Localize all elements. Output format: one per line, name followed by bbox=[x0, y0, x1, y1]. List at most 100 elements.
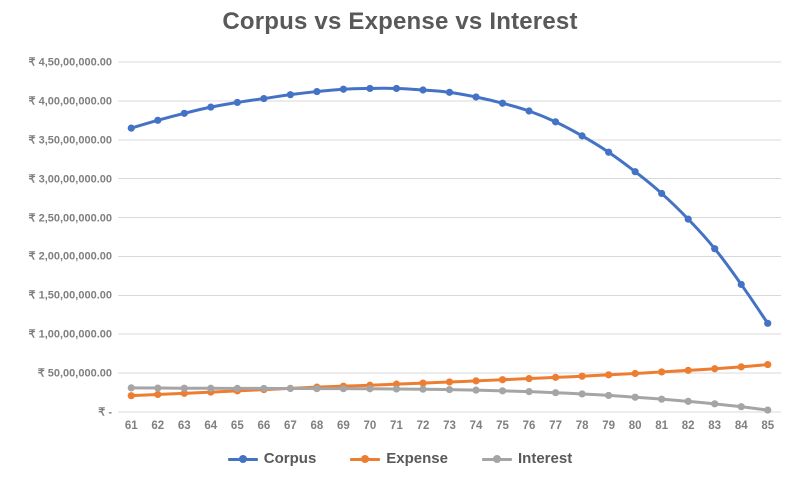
x-axis-tick-label: 69 bbox=[337, 420, 350, 432]
data-point[interactable] bbox=[419, 379, 427, 387]
x-axis-tick-label: 78 bbox=[575, 420, 589, 432]
data-point[interactable] bbox=[127, 392, 135, 400]
gridlines bbox=[118, 61, 781, 413]
data-point[interactable] bbox=[419, 385, 427, 393]
x-axis-tick-label: 79 bbox=[602, 420, 615, 432]
data-point[interactable] bbox=[605, 371, 613, 379]
data-point[interactable] bbox=[498, 376, 507, 384]
data-point[interactable] bbox=[711, 400, 719, 408]
data-point[interactable] bbox=[339, 85, 348, 93]
data-point[interactable] bbox=[472, 386, 480, 394]
x-axis-tick-label: 81 bbox=[655, 420, 669, 432]
data-point[interactable] bbox=[578, 390, 586, 398]
legend-marker-dot bbox=[238, 454, 247, 463]
data-point[interactable] bbox=[445, 378, 454, 386]
data-point[interactable] bbox=[366, 84, 374, 93]
data-point[interactable] bbox=[578, 372, 586, 380]
data-point[interactable] bbox=[658, 368, 666, 376]
data-point[interactable] bbox=[684, 215, 692, 223]
data-point[interactable] bbox=[339, 385, 348, 393]
data-point[interactable] bbox=[498, 99, 507, 107]
data-point[interactable] bbox=[392, 84, 401, 93]
data-point[interactable] bbox=[737, 403, 745, 411]
data-point[interactable] bbox=[207, 103, 215, 111]
data-point[interactable] bbox=[764, 406, 772, 414]
data-point[interactable] bbox=[180, 384, 188, 392]
data-point[interactable] bbox=[260, 94, 268, 103]
y-axis-tick-label: ₹ 3,00,00,000.00 bbox=[28, 173, 112, 186]
legend-label: Corpus bbox=[263, 450, 317, 467]
legend-label: Expense bbox=[386, 450, 448, 467]
data-point[interactable] bbox=[605, 391, 613, 400]
data-point[interactable] bbox=[180, 389, 188, 397]
data-point[interactable] bbox=[313, 384, 321, 393]
data-point[interactable] bbox=[127, 124, 135, 132]
data-point[interactable] bbox=[684, 397, 692, 405]
data-point[interactable] bbox=[472, 377, 480, 385]
y-axis-tick-label: ₹ 2,00,00,000.00 bbox=[28, 250, 112, 263]
data-point[interactable] bbox=[658, 395, 666, 403]
data-point[interactable] bbox=[392, 385, 401, 393]
data-point[interactable] bbox=[472, 93, 480, 101]
legend-marker-dot bbox=[493, 454, 501, 463]
y-axis-tick-label: ₹ 50,00,000.00 bbox=[37, 367, 112, 380]
data-point[interactable] bbox=[525, 107, 533, 115]
data-point[interactable] bbox=[127, 384, 135, 392]
series-interest[interactable] bbox=[127, 384, 772, 414]
data-point[interactable] bbox=[233, 384, 241, 392]
x-axis-tick-label: 72 bbox=[416, 420, 430, 432]
y-axis-tick-label: ₹ 4,50,00,000.00 bbox=[28, 56, 112, 69]
data-point[interactable] bbox=[260, 384, 268, 393]
data-point[interactable] bbox=[207, 384, 215, 392]
x-axis-tick-label: 61 bbox=[124, 420, 138, 432]
x-axis-tick-label: 74 bbox=[469, 420, 483, 432]
data-point[interactable] bbox=[711, 245, 719, 253]
data-point[interactable] bbox=[180, 109, 188, 117]
data-point[interactable] bbox=[631, 168, 639, 176]
series-corpus[interactable] bbox=[127, 84, 772, 327]
x-axis-tick-label: 77 bbox=[549, 420, 562, 432]
data-point[interactable] bbox=[631, 393, 639, 401]
x-axis-tick-label: 76 bbox=[522, 420, 536, 432]
legend-item-corpus[interactable]: Corpus bbox=[227, 450, 317, 467]
data-point[interactable] bbox=[658, 189, 666, 198]
data-point[interactable] bbox=[605, 148, 613, 156]
data-point[interactable] bbox=[764, 319, 772, 327]
data-point[interactable] bbox=[286, 91, 294, 99]
data-point[interactable] bbox=[551, 389, 560, 397]
data-point[interactable] bbox=[551, 373, 560, 381]
data-point[interactable] bbox=[286, 384, 294, 393]
data-point[interactable] bbox=[525, 374, 533, 383]
data-point[interactable] bbox=[498, 387, 507, 395]
data-point[interactable] bbox=[445, 88, 454, 96]
y-axis: ₹ - ₹ 50,00,000.00 ₹ 1,00,00,000.00 ₹ 1,50,… bbox=[0, 0, 112, 482]
legend-label: Interest bbox=[518, 450, 573, 467]
series-layer bbox=[127, 84, 772, 414]
data-point[interactable] bbox=[154, 390, 162, 399]
y-axis-tick-label: ₹ - bbox=[98, 406, 112, 419]
data-point[interactable] bbox=[737, 280, 745, 289]
x-axis-tick-label: 63 bbox=[177, 420, 191, 432]
data-point[interactable] bbox=[578, 132, 586, 140]
data-point[interactable] bbox=[313, 87, 321, 96]
data-point[interactable] bbox=[233, 98, 241, 107]
data-point[interactable] bbox=[764, 360, 772, 369]
data-point[interactable] bbox=[631, 369, 639, 378]
data-point[interactable] bbox=[737, 363, 745, 371]
legend-item-interest[interactable]: Interest bbox=[482, 450, 572, 467]
legend-item-expense[interactable]: Expense bbox=[350, 450, 448, 467]
data-point[interactable] bbox=[711, 365, 719, 373]
data-point[interactable] bbox=[525, 388, 533, 396]
data-point[interactable] bbox=[366, 385, 374, 393]
data-point[interactable] bbox=[684, 366, 692, 374]
data-point[interactable] bbox=[154, 116, 162, 124]
y-axis-tick-label: ₹ 1,50,00,000.00 bbox=[28, 289, 112, 302]
data-point[interactable] bbox=[154, 384, 162, 392]
legend-marker-dot bbox=[361, 454, 370, 463]
data-point[interactable] bbox=[419, 86, 427, 94]
x-axis-tick-label: 85 bbox=[761, 420, 775, 432]
data-point[interactable] bbox=[551, 118, 560, 126]
data-point[interactable] bbox=[445, 386, 454, 394]
x-axis-tick-label: 82 bbox=[681, 420, 695, 432]
